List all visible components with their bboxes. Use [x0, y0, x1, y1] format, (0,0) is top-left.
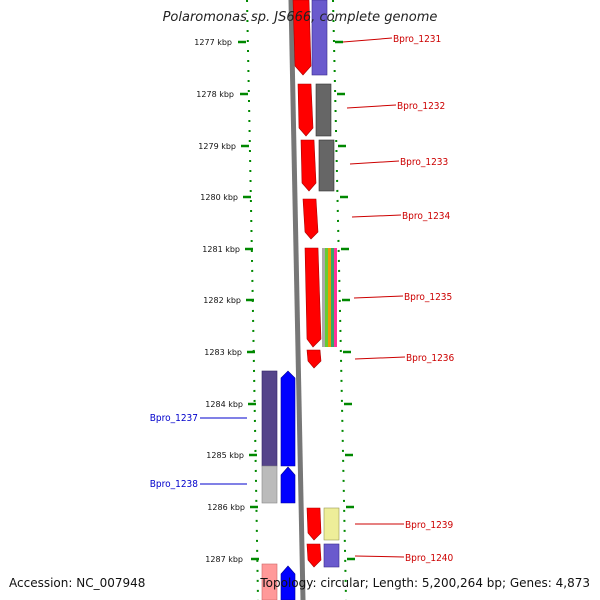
gene-arrow-bpro-1231[interactable] — [292, 0, 312, 76]
scale-label: 1279 kbp — [198, 142, 236, 151]
gene-arrow-bpro-1232[interactable] — [297, 83, 314, 137]
cog-bar-bpro-1235-b — [325, 248, 328, 347]
cog-bar-next — [261, 563, 278, 600]
map-title: Polaromonas sp. JS666, complete genome — [162, 10, 438, 25]
scale-label: 1284 kbp — [205, 400, 243, 409]
scale-label: 1281 kbp — [202, 245, 240, 254]
cog-bar-bpro-1237 — [261, 370, 278, 467]
gene-label-bpro-1238[interactable]: Bpro_1238 — [150, 479, 199, 490]
cog-bar-bpro-1240 — [323, 543, 340, 568]
gene-labels: Bpro_1231 Bpro_1232 Bpro_1233 Bpro_1234 … — [150, 34, 455, 564]
gene-arrow-next[interactable] — [280, 565, 296, 600]
cog-bar-bpro-1235-d — [331, 248, 334, 347]
cog-bar-bpro-1235-a — [322, 248, 325, 347]
gene-arrow-bpro-1238[interactable] — [280, 466, 296, 504]
forward-genes — [292, 0, 322, 568]
gene-arrow-bpro-1239[interactable] — [306, 507, 322, 541]
gene-label-bpro-1231[interactable]: Bpro_1231 — [393, 34, 441, 45]
forward-cog-bars — [311, 0, 340, 568]
scale-label: 1278 kbp — [196, 90, 234, 99]
gene-label-bpro-1239[interactable]: Bpro_1239 — [405, 520, 454, 531]
accession-text: Accession: NC_007948 — [9, 576, 146, 590]
scale-labels: 1277 kbp 1278 kbp 1279 kbp 1280 kbp 1281… — [194, 38, 245, 564]
scale-label: 1277 kbp — [194, 38, 232, 47]
gene-arrow-bpro-1233[interactable] — [300, 139, 317, 192]
gene-label-bpro-1237[interactable]: Bpro_1237 — [150, 413, 198, 424]
genome-backbone — [288, 0, 306, 600]
cog-bar-bpro-1232 — [315, 83, 332, 137]
cog-bar-bpro-1233 — [318, 139, 335, 192]
scale-label: 1285 kbp — [206, 451, 244, 460]
scale-label: 1287 kbp — [205, 555, 243, 564]
genome-summary: Topology: circular; Length: 5,200,264 bp… — [260, 576, 590, 590]
gene-arrow-bpro-1240[interactable] — [306, 543, 322, 568]
gene-arrow-bpro-1235[interactable] — [304, 247, 322, 348]
scale-label: 1282 kbp — [203, 296, 241, 305]
major-ticks — [238, 40, 355, 561]
gene-arrow-bpro-1237[interactable] — [280, 370, 296, 467]
scale-label: 1280 kbp — [200, 193, 238, 202]
cog-bar-bpro-1231 — [311, 0, 328, 76]
gene-label-bpro-1232[interactable]: Bpro_1232 — [397, 101, 445, 112]
gene-arrow-bpro-1236[interactable] — [306, 349, 322, 369]
right-dotted-track — [332, 0, 347, 600]
cog-bar-bpro-1235-c — [328, 248, 331, 347]
gene-arrow-bpro-1234[interactable] — [302, 198, 319, 240]
reverse-genes — [261, 370, 296, 600]
scale-label: 1286 kbp — [207, 503, 245, 512]
gene-label-bpro-1236[interactable]: Bpro_1236 — [406, 353, 455, 364]
gene-label-bpro-1240[interactable]: Bpro_1240 — [405, 553, 454, 564]
gene-label-bpro-1235[interactable]: Bpro_1235 — [404, 292, 452, 303]
cog-bar-bpro-1238 — [261, 465, 278, 504]
label-leaders — [200, 37, 406, 558]
gene-label-bpro-1234[interactable]: Bpro_1234 — [402, 211, 451, 222]
cog-bar-bpro-1235-e — [334, 248, 337, 347]
cog-bar-bpro-1239 — [323, 507, 340, 541]
scale-label: 1283 kbp — [204, 348, 242, 357]
gene-label-bpro-1233[interactable]: Bpro_1233 — [400, 157, 448, 168]
